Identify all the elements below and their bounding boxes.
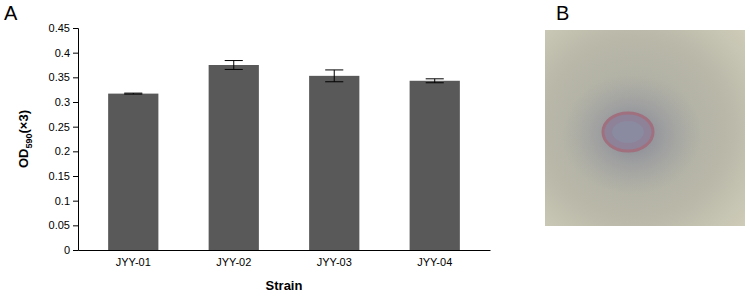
x-tick-label: JYY-02 <box>216 256 251 268</box>
colony <box>603 113 653 151</box>
error-cap <box>124 94 142 95</box>
y-tick-mark <box>73 225 78 226</box>
bars <box>108 61 460 250</box>
error-cap <box>426 78 444 79</box>
y-tick: 0.4 <box>55 47 78 59</box>
error-bar <box>426 79 444 83</box>
y-axis: 0 0.05 0.1 0.15 0.2 0.25 0.3 0.35 0.4 0.45 <box>49 22 79 256</box>
error-cap <box>225 69 243 70</box>
y-tick: 0 <box>64 244 78 256</box>
y-tick: 0.1 <box>55 195 78 207</box>
y-tick: 0.15 <box>49 170 78 182</box>
x-tick-label: JYY-04 <box>417 256 452 268</box>
y-tick-label: 0 <box>64 244 70 256</box>
colony-center <box>612 121 644 143</box>
y-tick-label: 0.25 <box>49 121 70 133</box>
y-tick-mark <box>73 53 78 54</box>
y-tick-mark <box>73 28 78 29</box>
y-tick-mark <box>73 77 78 78</box>
x-tick: JYY-03 <box>317 250 352 268</box>
halo <box>562 75 702 195</box>
panel-label: B <box>556 2 569 24</box>
x-tick-label: JYY-03 <box>317 256 352 268</box>
y-tick: 0.45 <box>49 22 78 34</box>
x-axis-line <box>79 250 491 251</box>
y-axis-title: OD590(×3) <box>16 110 34 168</box>
y-tick: 0.35 <box>49 71 78 83</box>
y-tick-mark <box>73 176 78 177</box>
figure: A B 0 0.05 0.1 0.15 0.2 0.25 0.3 0.35 0.4 0.45 JYY-0… <box>0 0 750 300</box>
y-tick-label: 0.3 <box>55 96 70 108</box>
plot: 00.050.10.150.20.250.30.350.40.45JYY-01J… <box>49 22 491 268</box>
y-tick: 0.2 <box>55 145 78 157</box>
y-tick-label: 0.05 <box>49 219 70 231</box>
x-tick: JYY-02 <box>216 250 251 268</box>
bar <box>108 94 158 250</box>
error-cap <box>426 82 444 83</box>
y-tick-label: 0.4 <box>55 47 70 59</box>
y-tick: 0.05 <box>49 219 78 231</box>
x-axis-title: Strain <box>266 278 303 293</box>
x-tick-label: JYY-01 <box>116 256 151 268</box>
y-tick-mark <box>73 102 78 103</box>
error-stem <box>334 70 335 82</box>
error-cap <box>325 69 343 70</box>
y-tick-label: 0.35 <box>49 71 70 83</box>
y-tick: 0.25 <box>49 121 78 133</box>
y-tick-mark <box>73 201 78 202</box>
error-cap <box>225 60 243 61</box>
y-tick-label: 0.15 <box>49 170 70 182</box>
error-stem <box>434 79 435 83</box>
error-bar <box>225 61 243 70</box>
x-axis: JYY-01 JYY-02 JYY-03 JYY-04 <box>79 250 491 268</box>
x-tick: JYY-04 <box>417 250 452 268</box>
bar <box>309 76 359 250</box>
panel-label: A <box>4 2 18 24</box>
x-tick: JYY-01 <box>116 250 151 268</box>
bar <box>209 65 259 250</box>
plate-photo <box>545 30 745 226</box>
y-tick-mark <box>73 127 78 128</box>
y-tick-mark <box>73 151 78 152</box>
bar <box>410 81 460 250</box>
error-cap <box>325 81 343 82</box>
plate-background <box>545 30 745 226</box>
error-bar <box>325 70 343 82</box>
y-tick-label: 0.2 <box>55 145 70 157</box>
y-axis-line <box>73 29 79 251</box>
error-cap <box>124 93 142 94</box>
y-tick-label: 0.1 <box>55 195 70 207</box>
error-stem <box>233 61 234 70</box>
y-tick-mark <box>73 250 78 251</box>
y-tick-label: 0.45 <box>49 22 70 34</box>
error-bar <box>124 93 142 95</box>
y-tick: 0.3 <box>55 96 78 108</box>
